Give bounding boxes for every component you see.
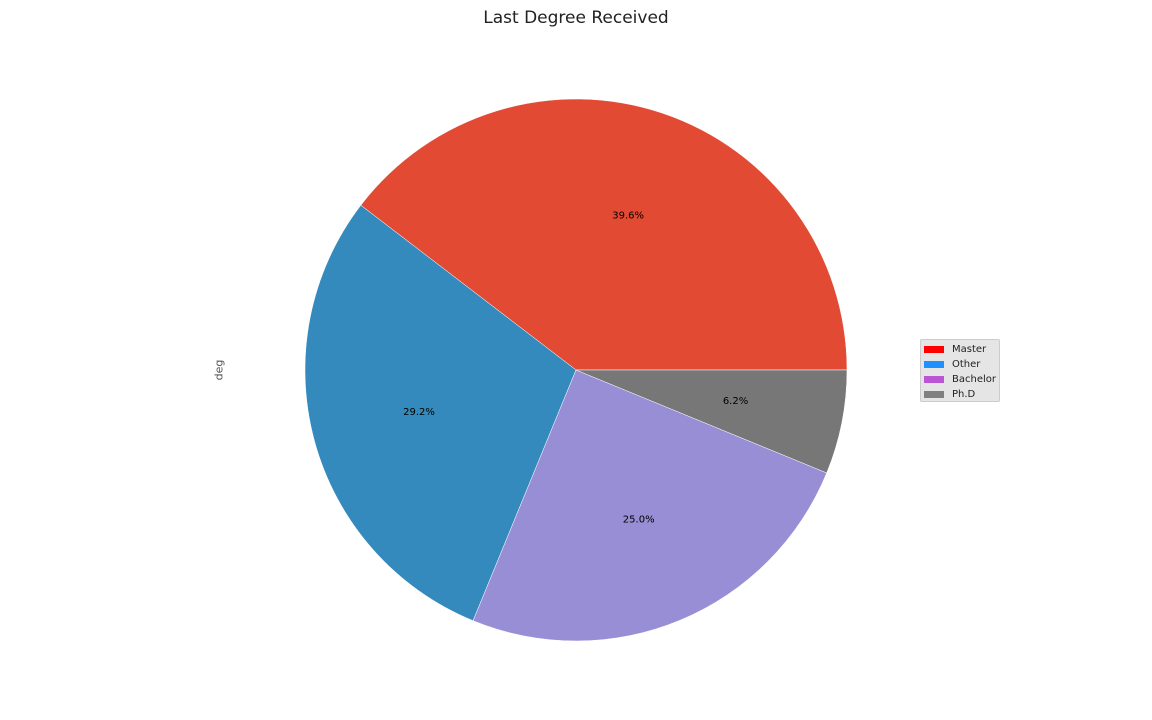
legend-label-bachelor: Bachelor — [952, 374, 996, 385]
legend-swatch-bachelor — [924, 376, 944, 383]
pie-label-bachelor: 25.0% — [623, 515, 655, 526]
legend-item-bachelor: Bachelor — [924, 372, 999, 387]
legend-swatch-phd — [924, 391, 944, 398]
legend-swatch-master — [924, 346, 944, 353]
legend-label-phd: Ph.D — [952, 389, 976, 400]
pie-slice-master — [360, 98, 848, 371]
legend-swatch-other — [924, 361, 944, 368]
pie-slice-other — [304, 204, 577, 622]
legend-label-other: Other — [952, 359, 981, 370]
legend-label-master: Master — [952, 344, 987, 355]
pie-slice-bachelor — [472, 369, 828, 642]
legend-item-master: Master — [924, 342, 999, 357]
pie-slice-ph-d — [575, 369, 848, 474]
pie-label-master: 39.6% — [612, 211, 644, 222]
pie-label-ph-d: 6.2% — [723, 396, 748, 407]
legend: Master Other Bachelor Ph.D — [920, 339, 1000, 402]
pie-label-other: 29.2% — [403, 407, 435, 418]
legend-item-other: Other — [924, 357, 999, 372]
legend-item-phd: Ph.D — [924, 387, 999, 402]
chart-title: Last Degree Received — [483, 8, 669, 28]
